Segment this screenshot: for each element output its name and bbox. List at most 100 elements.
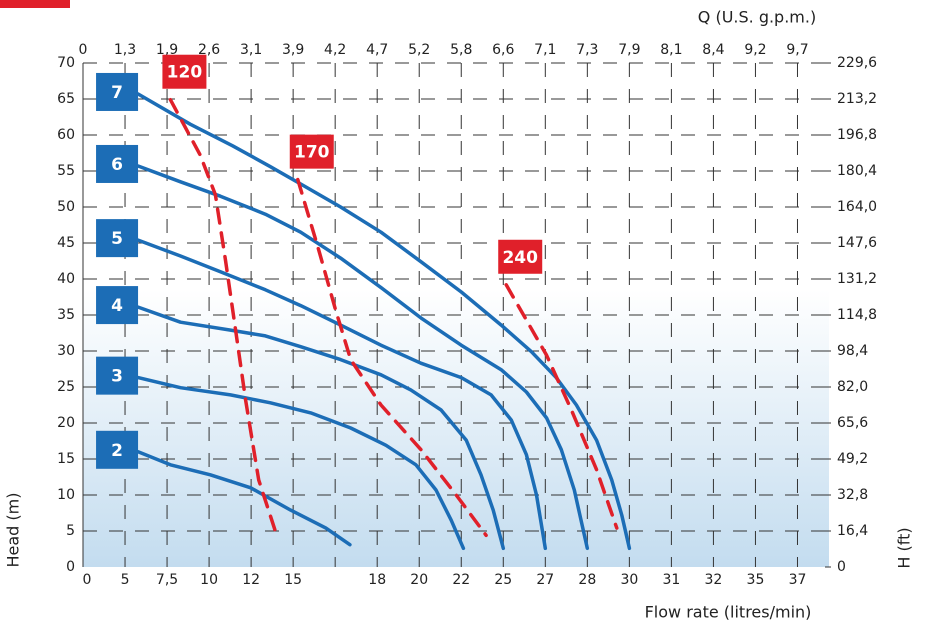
pump-curve xyxy=(136,375,466,551)
pump-curve xyxy=(136,450,352,547)
pump-curve xyxy=(136,92,632,551)
y-tick-label: 45 xyxy=(57,235,75,251)
y2-tick-label: 131,2 xyxy=(837,271,877,287)
y-tick-label: 70 xyxy=(57,55,75,71)
x2-tick-label: 8,4 xyxy=(702,42,724,58)
x2-tick-label: 6,6 xyxy=(492,42,514,58)
y2-tick-label: 147,6 xyxy=(837,235,877,251)
x-tick-label: 10 xyxy=(200,572,218,588)
x-tick-label: 15 xyxy=(284,572,302,588)
y-tick-label: 65 xyxy=(57,91,75,107)
y2-tick-label: 213,2 xyxy=(837,91,877,107)
series-label: 5 xyxy=(111,229,123,249)
x2-tick-label: 3,9 xyxy=(282,42,304,58)
x2-tick-label: 1,9 xyxy=(156,42,178,58)
x2-tick-label: 3,1 xyxy=(240,42,262,58)
series-tag xyxy=(498,239,543,274)
y-tick-label: 35 xyxy=(57,307,75,323)
y-tick-label: 40 xyxy=(57,271,75,287)
series-tag xyxy=(96,72,139,111)
x-tick-label: 32 xyxy=(705,572,723,588)
y-axis-label: Head (m) xyxy=(4,493,23,568)
series-label: 170 xyxy=(294,143,330,163)
x2-tick-label: 7,3 xyxy=(576,42,598,58)
y2-tick-label: 49,2 xyxy=(837,451,868,467)
x-tick-label: 0 xyxy=(83,572,92,588)
pump-curve xyxy=(136,164,590,551)
x2-tick-label: 7,1 xyxy=(534,42,556,58)
y2-tick-label: 229,6 xyxy=(837,55,877,71)
dashed-curve xyxy=(296,177,488,538)
y2-tick-label: 16,4 xyxy=(837,523,868,539)
x-tick-label: 30 xyxy=(620,572,638,588)
dashed-curve xyxy=(504,283,619,530)
series-label: 7 xyxy=(111,83,123,103)
series-label: 4 xyxy=(111,296,123,316)
y2-tick-label: 98,4 xyxy=(837,343,868,359)
x2-tick-label: 5,2 xyxy=(408,42,430,58)
dashed-curve xyxy=(168,97,279,538)
y-tick-label: 55 xyxy=(57,163,75,179)
y2-tick-label: 82,0 xyxy=(837,379,868,395)
y2-tick-label: 180,4 xyxy=(837,163,877,179)
series-tag xyxy=(96,356,139,395)
x-tick-label: 22 xyxy=(452,572,470,588)
x-tick-label: 12 xyxy=(242,572,260,588)
series-tag xyxy=(289,134,334,169)
x2-tick-label: 2,6 xyxy=(198,42,220,58)
x2-tick-label: 8,1 xyxy=(660,42,682,58)
y-tick-label: 30 xyxy=(57,343,75,359)
x-tick-label: 5 xyxy=(121,572,130,588)
x2-tick-label: 5,8 xyxy=(450,42,472,58)
x-tick-label: 25 xyxy=(494,572,512,588)
x-tick-label: 18 xyxy=(368,572,386,588)
series-tag xyxy=(96,286,139,325)
series-label: 240 xyxy=(502,248,538,268)
x-tick-label: 35 xyxy=(747,572,765,588)
curves xyxy=(136,92,632,551)
y-tick-label: 50 xyxy=(57,199,75,215)
series-label: 2 xyxy=(111,441,123,461)
x2-tick-label: 1,3 xyxy=(114,42,136,58)
x2-tick-label: 9,7 xyxy=(786,42,808,58)
y2-tick-label: 164,0 xyxy=(837,199,877,215)
x2-tick-label: 4,2 xyxy=(324,42,346,58)
x-tick-label: 37 xyxy=(789,572,807,588)
series-label: 120 xyxy=(167,63,203,83)
x2-tick-label: 7,9 xyxy=(618,42,640,58)
y-tick-label: 60 xyxy=(57,127,75,143)
pump-curve xyxy=(136,238,548,551)
x2-tick-label: 0 xyxy=(79,42,88,58)
labels: 0510152025303540455055606570016,432,849,… xyxy=(57,42,877,588)
x2-axis-label: Q (U.S. g.p.m.) xyxy=(698,8,816,27)
series-label: 3 xyxy=(111,367,123,387)
y-tick-label: 10 xyxy=(57,487,75,503)
y-tick-label: 5 xyxy=(66,523,75,539)
y2-tick-label: 196,8 xyxy=(837,127,877,143)
header-mark xyxy=(0,0,70,8)
y-tick-label: 0 xyxy=(66,559,75,575)
y-tick-label: 15 xyxy=(57,451,75,467)
x2-tick-label: 9,2 xyxy=(744,42,766,58)
y2-axis-label: H (ft) xyxy=(895,527,914,568)
x2-tick-label: 4,7 xyxy=(366,42,388,58)
series-tag xyxy=(96,144,139,183)
x-tick-label: 20 xyxy=(410,572,428,588)
y-tick-label: 20 xyxy=(57,415,75,431)
y2-tick-label: 32,8 xyxy=(837,487,868,503)
y2-tick-label: 114,8 xyxy=(837,307,877,323)
series-tag xyxy=(96,430,139,469)
x-tick-label: 27 xyxy=(536,572,554,588)
series-tag xyxy=(162,54,207,89)
y2-tick-label: 65,6 xyxy=(837,415,868,431)
x-axis-label: Flow rate (litres/min) xyxy=(645,603,812,622)
y-tick-label: 25 xyxy=(57,379,75,395)
x-tick-label: 7,5 xyxy=(156,572,178,588)
series-tag xyxy=(96,219,139,258)
y2-tick-label: 0 xyxy=(837,559,846,575)
x-tick-label: 31 xyxy=(662,572,680,588)
series-label: 6 xyxy=(111,155,123,175)
pump-curve xyxy=(136,305,506,551)
x-tick-label: 28 xyxy=(578,572,596,588)
